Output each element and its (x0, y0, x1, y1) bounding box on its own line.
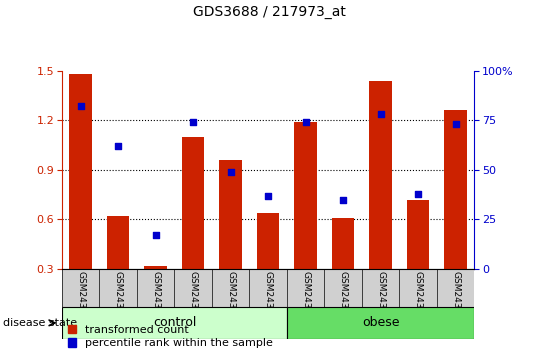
Text: GSM243228: GSM243228 (413, 271, 423, 326)
Bar (107, 216, 129, 269)
Point (77, 104, 85, 109)
Text: GSM243226: GSM243226 (338, 271, 348, 326)
Text: GDS3688 / 217973_at: GDS3688 / 217973_at (193, 5, 346, 19)
Text: obese: obese (362, 316, 399, 329)
Text: GSM243217: GSM243217 (151, 271, 160, 326)
Point (151, 233, 160, 238)
Point (301, 120, 310, 125)
Text: GSM243215: GSM243215 (76, 271, 85, 326)
Bar (407, 200, 430, 269)
Point (451, 121, 460, 127)
Text: GSM243219: GSM243219 (226, 271, 235, 326)
Bar (294, 122, 317, 269)
Text: GSM243220: GSM243220 (264, 271, 273, 326)
Bar (182, 137, 204, 269)
Bar (257, 213, 279, 269)
Text: GSM243227: GSM243227 (376, 271, 385, 326)
Point (376, 112, 385, 117)
Point (414, 191, 423, 196)
Text: GSM243216: GSM243216 (114, 271, 123, 326)
Point (114, 143, 122, 149)
Point (226, 169, 235, 175)
Bar (287, 307, 474, 339)
Legend: transformed count, percentile rank within the sample: transformed count, percentile rank withi… (67, 325, 273, 348)
Bar (62, 307, 287, 339)
Bar (70, 74, 92, 269)
Point (264, 193, 273, 199)
Bar (219, 160, 242, 269)
Point (339, 197, 348, 202)
Point (189, 120, 197, 125)
Text: GSM243225: GSM243225 (301, 271, 310, 326)
Text: GSM243275: GSM243275 (451, 271, 460, 326)
Bar (444, 110, 467, 269)
Bar (369, 81, 392, 269)
Text: disease state: disease state (3, 318, 77, 328)
Bar (144, 266, 167, 269)
Text: control: control (153, 316, 196, 329)
Bar (332, 218, 354, 269)
Text: GSM243218: GSM243218 (189, 271, 198, 326)
